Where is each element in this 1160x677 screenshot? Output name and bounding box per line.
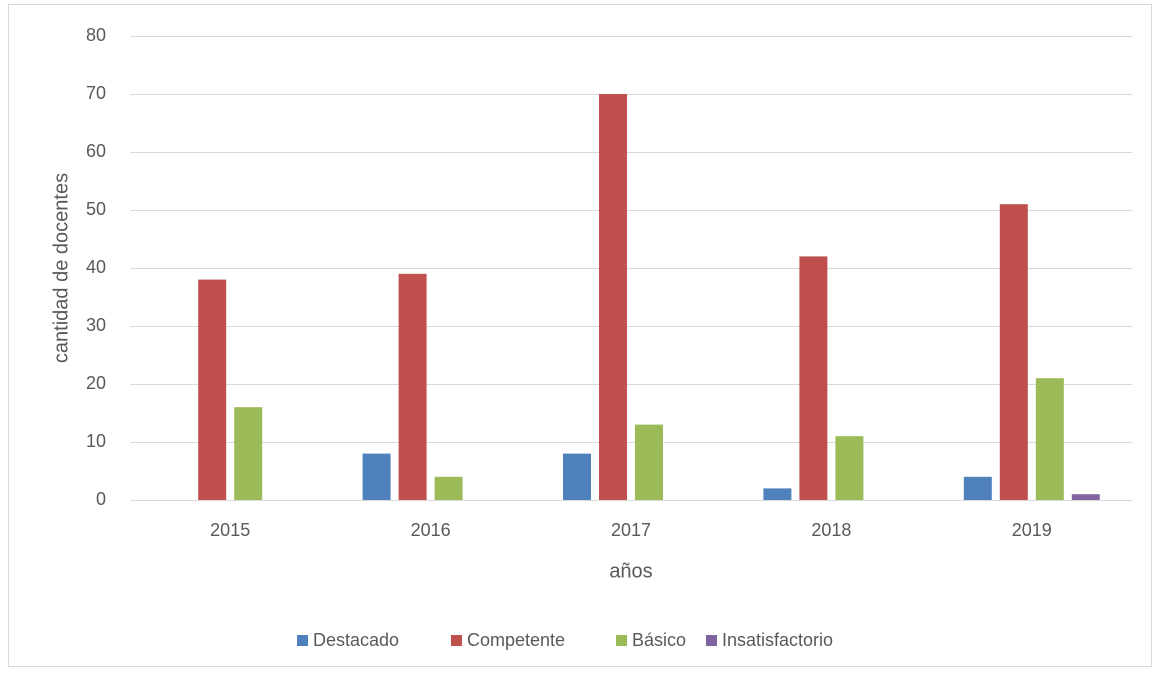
y-tick-label: 20 <box>86 373 106 393</box>
bar <box>434 476 463 500</box>
legend-label: Competente <box>467 630 565 650</box>
bar <box>763 488 792 500</box>
legend-swatch <box>706 635 717 646</box>
legend-label: Básico <box>632 630 686 650</box>
chart-border <box>8 4 1152 667</box>
bar <box>1071 494 1100 500</box>
legend-label: Destacado <box>313 630 399 650</box>
bar <box>1035 378 1064 500</box>
bar <box>234 407 263 500</box>
y-tick-label: 80 <box>86 25 106 45</box>
bar <box>599 94 627 500</box>
bar <box>963 476 992 500</box>
y-tick-label: 0 <box>96 489 106 509</box>
x-tick-label: 2019 <box>1012 520 1052 540</box>
x-tick-label: 2016 <box>411 520 451 540</box>
legend-swatch <box>297 635 308 646</box>
y-tick-label: 50 <box>86 199 106 219</box>
bar <box>799 256 828 500</box>
bar <box>999 204 1028 500</box>
legend-swatch <box>451 635 462 646</box>
bar <box>563 453 591 500</box>
legend-label: Insatisfactorio <box>722 630 833 650</box>
legend-swatch <box>616 635 627 646</box>
y-axis-label: cantidad de docentes <box>50 173 72 363</box>
bar <box>835 436 864 500</box>
y-tick-label: 60 <box>86 141 106 161</box>
x-axis-label: años <box>609 560 652 582</box>
bar <box>362 453 391 500</box>
x-tick-label: 2015 <box>210 520 250 540</box>
y-tick-label: 70 <box>86 83 106 103</box>
y-tick-label: 30 <box>86 315 106 335</box>
x-tick-label: 2017 <box>611 520 651 540</box>
bar <box>198 279 227 500</box>
y-tick-label: 40 <box>86 257 106 277</box>
y-tick-label: 10 <box>86 431 106 451</box>
bar <box>398 273 427 500</box>
x-tick-label: 2018 <box>811 520 851 540</box>
bar <box>635 424 663 500</box>
